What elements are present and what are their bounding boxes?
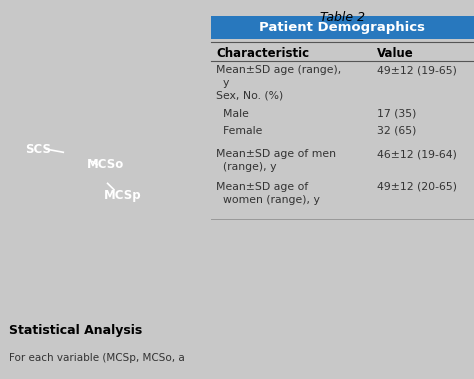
Text: 32 (65): 32 (65) <box>377 126 416 136</box>
Text: 49±12 (19-65): 49±12 (19-65) <box>377 65 456 75</box>
Text: Patient Demographics: Patient Demographics <box>259 21 426 34</box>
Text: Male: Male <box>216 109 249 119</box>
Text: Mean±SD age (range),
  y: Mean±SD age (range), y <box>216 65 341 88</box>
Text: 49±12 (20-65): 49±12 (20-65) <box>377 182 456 192</box>
Text: MCSo: MCSo <box>87 158 124 171</box>
Bar <box>211 16 474 39</box>
Text: For each variable (MCSp, MCSo, a: For each variable (MCSp, MCSo, a <box>9 353 185 363</box>
Text: 46±12 (19-64): 46±12 (19-64) <box>377 149 456 159</box>
Text: Sex, No. (%): Sex, No. (%) <box>216 90 283 100</box>
Text: Characteristic: Characteristic <box>216 47 310 60</box>
Text: Mean±SD age of men
  (range), y: Mean±SD age of men (range), y <box>216 149 336 172</box>
Text: Value: Value <box>377 47 413 60</box>
Text: SCS: SCS <box>25 143 51 156</box>
Text: Statistical Analysis: Statistical Analysis <box>9 324 143 337</box>
Text: Mean±SD age of
  women (range), y: Mean±SD age of women (range), y <box>216 182 320 205</box>
Text: MCSp: MCSp <box>103 189 141 202</box>
Text: Female: Female <box>216 126 263 136</box>
Text: 17 (35): 17 (35) <box>377 109 416 119</box>
Text: Table 2: Table 2 <box>320 11 365 24</box>
